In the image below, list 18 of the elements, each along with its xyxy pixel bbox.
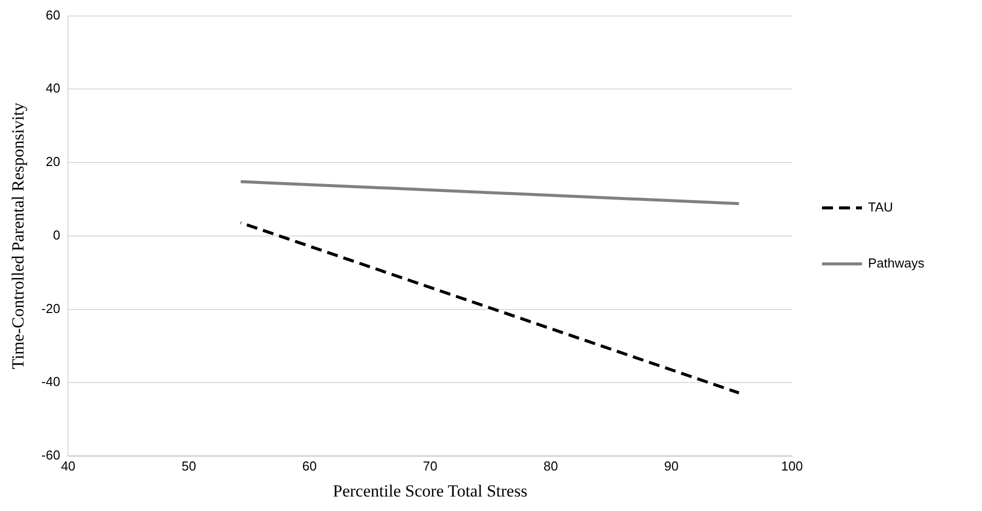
- x-tick-label: 70: [422, 458, 438, 474]
- x-axis-title: Percentile Score Total Stress: [332, 481, 528, 500]
- x-tick-label: 90: [664, 458, 679, 474]
- y-tick-label: 60: [46, 7, 60, 22]
- y-tick-label: 40: [46, 80, 60, 96]
- legend-label: TAU: [868, 199, 894, 214]
- x-tick-label: 50: [182, 458, 196, 474]
- x-tick-label: 100: [781, 458, 803, 474]
- y-axis-title: Time-Controlled Parental Responsivity: [8, 102, 28, 370]
- y-tick-label: 0: [52, 227, 60, 242]
- x-tick-label: 40: [60, 458, 76, 474]
- y-tick-label: 20: [46, 154, 60, 170]
- x-tick-label: 80: [543, 458, 558, 474]
- y-tick-label: -40: [41, 374, 60, 390]
- legend-label: Pathways: [868, 255, 925, 270]
- y-tick-label: -60: [41, 448, 60, 463]
- x-tick-label: 60: [302, 458, 317, 474]
- y-tick-label: -20: [41, 300, 60, 316]
